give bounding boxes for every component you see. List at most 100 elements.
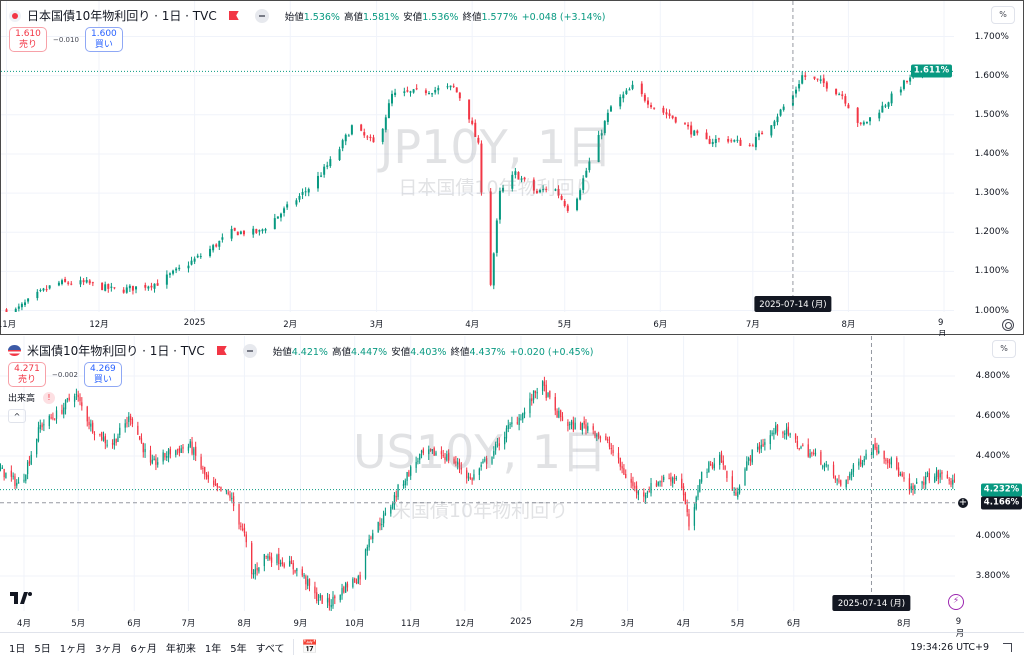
candle (420, 449, 423, 459)
candle (150, 282, 153, 291)
candle-body (596, 434, 598, 437)
time-axis[interactable]: 4月 5月 6月 7月 8月 9月 10月 11月 12月 2025 2月 3月 4月 5月 6月 8月 9月 2… (0, 595, 964, 639)
add-alert-icon[interactable]: + (957, 497, 969, 509)
candle-body (874, 443, 876, 449)
range-button[interactable]: 年初来 (165, 643, 196, 655)
collapse-legend-icon[interactable] (242, 343, 257, 358)
candle (588, 157, 591, 173)
candle (735, 487, 737, 497)
candle (820, 449, 822, 466)
candle-body (446, 454, 448, 461)
goto-date-icon[interactable]: 📅 (301, 639, 318, 655)
candle (634, 482, 636, 492)
range-button[interactable]: 5年 (230, 643, 247, 655)
symbol-title[interactable]: 米国債10年物利回り · 1日 · TVC (27, 344, 205, 358)
lightning-icon[interactable]: ⚡ (948, 594, 964, 610)
candle (412, 88, 415, 94)
candle-body (458, 462, 461, 468)
candle-body (339, 594, 341, 601)
candle (446, 450, 448, 462)
candle (789, 432, 791, 438)
candle (865, 449, 867, 460)
time-tick-label: 12月 (455, 619, 475, 629)
candle-body (650, 105, 653, 108)
volume-indicator[interactable]: 出来高 ! (8, 391, 56, 404)
candle-body (769, 435, 771, 445)
range-button[interactable]: 3ヶ月 (95, 643, 122, 655)
candle (104, 281, 107, 292)
candle (541, 380, 544, 395)
flag-icon[interactable] (216, 346, 227, 355)
collapse-legend-icon[interactable] (254, 8, 269, 23)
buy-button[interactable]: 4.269 買い (83, 362, 122, 387)
candle (950, 477, 952, 488)
range-button[interactable]: すべて (255, 643, 285, 655)
sell-button[interactable]: 1.610 売り (9, 27, 47, 52)
candle-body (175, 450, 177, 456)
candle-body (802, 444, 804, 446)
candle-body (592, 426, 594, 430)
candle-body (569, 424, 571, 426)
settings-icon[interactable] (1002, 319, 1014, 331)
candle (523, 176, 526, 182)
range-button[interactable]: 6ヶ月 (130, 643, 157, 655)
buy-button[interactable]: 1.600 買い (84, 27, 123, 52)
warning-icon[interactable]: ! (43, 391, 56, 404)
us10y-chart-pane[interactable]: US10Y, 1日 米国債10年物利回り 米国債10年物利回り · 1日 · T… (0, 336, 1024, 639)
candle (557, 185, 560, 199)
candle-body (516, 422, 518, 424)
candle-body (869, 117, 872, 122)
range-button[interactable]: 1日 (9, 643, 26, 655)
price-axis[interactable]: % + 4.800% 4.600% 4.400% 4.000% 3.800% 4.232%… (955, 336, 1024, 611)
jp10y-chart-pane[interactable]: JP10Y, 1日 日本国債10年物利回り 日本国債10年物利回り · 1日 ·… (0, 0, 1024, 340)
fullscreen-icon[interactable] (1003, 642, 1012, 652)
candle-body (428, 93, 431, 95)
percent-scale-button[interactable]: % (991, 6, 1015, 24)
candle (10, 465, 13, 482)
sell-button[interactable]: 4.271 売り (8, 362, 46, 387)
candle (229, 490, 231, 501)
candle-body (585, 170, 588, 178)
flag-icon[interactable] (228, 11, 239, 20)
us10y-candlestick-plot[interactable] (0, 336, 955, 611)
candle-body (492, 253, 495, 286)
price-tick-label: 1.300% (974, 188, 1009, 199)
candle-body (471, 478, 473, 481)
expand-indicators-button[interactable]: ^ (8, 409, 26, 423)
candle-body (187, 446, 190, 451)
candle (24, 299, 27, 308)
range-button[interactable]: 1ヶ月 (59, 643, 87, 655)
price-tick-label: 4.600% (975, 411, 1010, 421)
candle-body (835, 88, 838, 95)
candle (265, 555, 267, 560)
divider (292, 639, 294, 655)
clock[interactable]: 19:34:26 UTC+9 (910, 641, 989, 653)
candle-body (531, 398, 533, 402)
candle-body (749, 458, 752, 461)
time-tick-label: 9月 (955, 617, 965, 639)
time-tick-label: 6月 (127, 619, 142, 629)
candle (39, 419, 41, 433)
candle (137, 421, 139, 436)
candle (273, 213, 276, 230)
candle-body (663, 476, 665, 480)
candle-body (447, 452, 450, 461)
percent-scale-button[interactable]: % (992, 340, 1016, 358)
candle (585, 419, 587, 435)
range-button[interactable]: 1年 (204, 643, 222, 655)
tradingview-logo[interactable] (10, 592, 32, 604)
jp10y-candlestick-plot[interactable] (1, 1, 954, 312)
time-axis[interactable]: 11月 12月 2025 2月 3月 4月 5月 6月 7月 8月 9月 2025-07-14 (月) (0, 296, 956, 340)
range-button[interactable]: 5日 (34, 643, 51, 655)
candle (138, 435, 141, 441)
price-axis[interactable]: % 1.700% 1.600% 1.500% 1.400% 1.300% 1.200% 1.… (911, 1, 1023, 316)
symbol-title[interactable]: 日本国債10年物利回り · 1日 · TVC (27, 9, 217, 23)
candle (67, 281, 70, 286)
price-tick-label: 1.500% (974, 109, 1009, 120)
candle-body (290, 560, 293, 565)
candle-body (301, 192, 304, 195)
candle-body (231, 497, 233, 500)
candle (787, 422, 790, 437)
bottom-toolbar: 1日 5日 1ヶ月 3ヶ月 6ヶ月 年初来 1年 5年 すべて 📅 19:34:26 UTC+9 (0, 632, 1024, 661)
candle (532, 177, 535, 194)
